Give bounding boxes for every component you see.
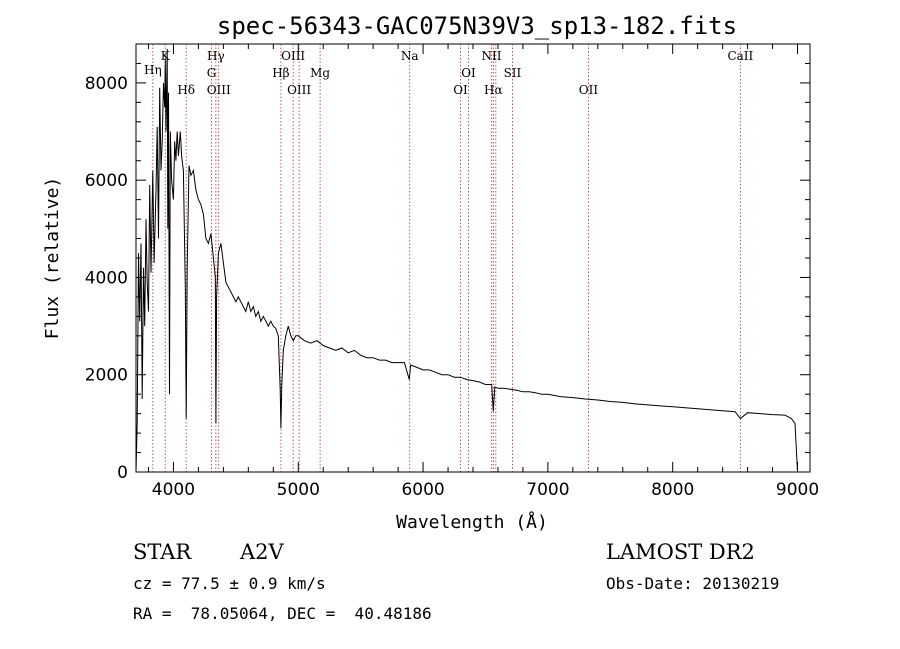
- line-label-0: Hη: [144, 63, 162, 77]
- x-tick-label: 7000: [526, 480, 569, 500]
- x-tick-label: 4000: [152, 480, 195, 500]
- line-label-8: OIII: [287, 83, 311, 97]
- x-tick-label: 6000: [401, 480, 444, 500]
- line-label-5: OIII: [207, 83, 231, 97]
- x-tick-label: 5000: [277, 480, 320, 500]
- line-label-14: Hα: [484, 83, 503, 97]
- line-label-9: Mg: [310, 66, 330, 80]
- line-label-18: CaII: [727, 49, 753, 63]
- plot-frame: [135, 43, 811, 473]
- line-label-12: OI: [461, 66, 476, 80]
- line-label-13: NII: [481, 49, 501, 63]
- line-label-17: OII: [579, 83, 599, 97]
- y-tick-label: 2000: [85, 366, 128, 386]
- y-axis-label: Flux (relative): [42, 177, 63, 340]
- axis-ticks: 4000 5000 6000 7000 8000 9000 0 2000 4000 6000 800…: [85, 43, 819, 500]
- coordinates: RA = 78.05064, DEC = 40.48186: [133, 604, 432, 623]
- y-tick-label: 4000: [85, 268, 128, 288]
- chart-title: spec-56343-GAC075N39V3_sp13-182.fits: [217, 12, 737, 40]
- line-label-16: SII: [504, 66, 522, 80]
- object-subclass: A2V: [240, 540, 284, 564]
- line-label-3: Hγ: [207, 49, 225, 63]
- y-tick-label: 8000: [85, 74, 128, 94]
- x-tick-label: 9000: [776, 480, 819, 500]
- line-label-7: OIII: [281, 49, 305, 63]
- x-tick-label: 8000: [651, 480, 694, 500]
- redshift-velocity: cz = 77.5 ± 0.9 km/s: [133, 574, 326, 593]
- line-label-1: K: [161, 49, 171, 63]
- line-label-6: Hβ: [272, 66, 289, 80]
- line-label-10: Na: [401, 49, 419, 63]
- y-tick-label: 6000: [85, 171, 128, 191]
- line-label-4: G: [207, 66, 217, 80]
- y-tick-label: 0: [117, 463, 128, 483]
- line-label-2: Hδ: [177, 83, 195, 97]
- line-label-11: OI: [453, 83, 468, 97]
- survey-name: LAMOST DR2: [606, 540, 755, 564]
- object-class: STAR: [133, 540, 192, 564]
- x-axis-label: Wavelength (Å): [396, 511, 548, 533]
- spectrum-series-line: [135, 48, 798, 473]
- observation-date: Obs-Date: 20130219: [606, 574, 780, 593]
